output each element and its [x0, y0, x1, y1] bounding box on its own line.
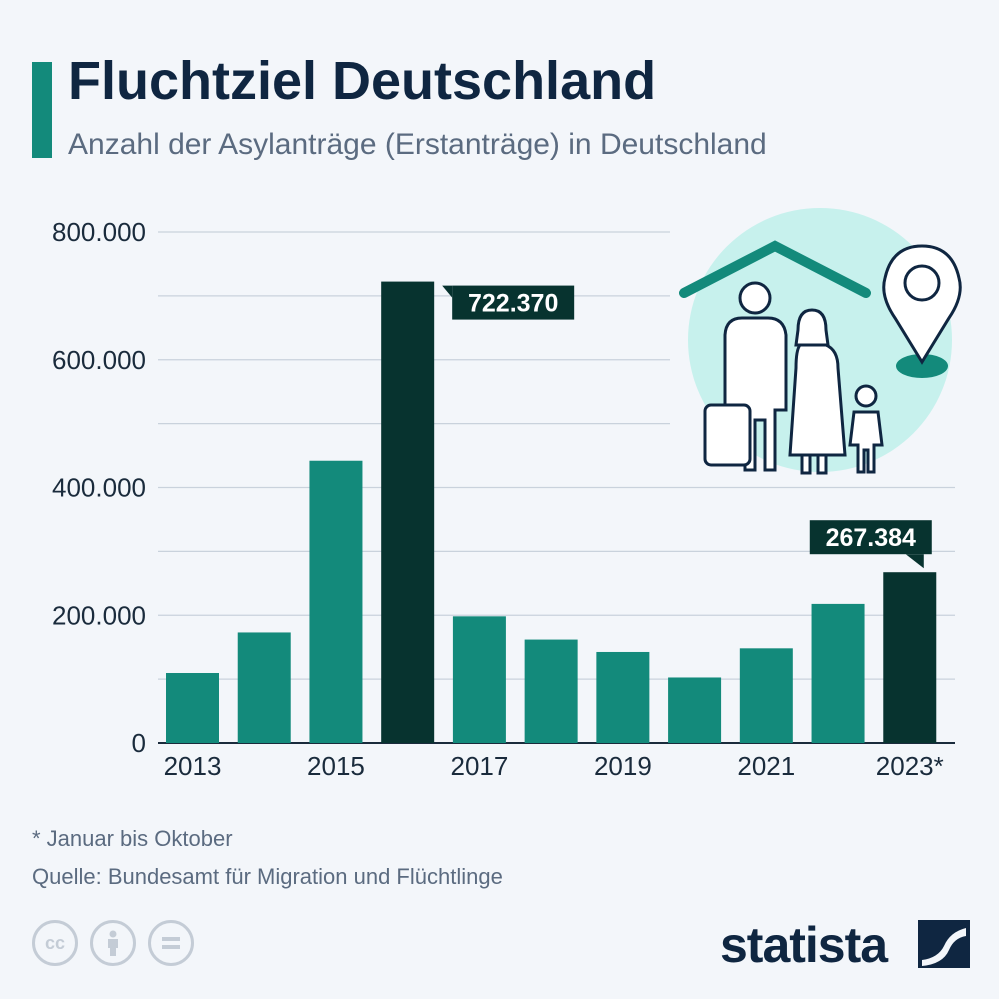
statista-logo-text[interactable]: statista: [720, 917, 888, 973]
cc-icon[interactable]: cc: [32, 920, 78, 966]
bar-2016: [381, 281, 435, 743]
bars: [166, 281, 937, 743]
data-label-text: 267.384: [826, 524, 916, 552]
footnote: * Januar bis Oktober: [32, 826, 233, 851]
y-tick-label: 400.000: [52, 473, 146, 503]
y-tick-label: 200.000: [52, 600, 146, 630]
bar-2018: [524, 639, 578, 743]
data-labels: 722.370 267.384: [442, 285, 932, 569]
y-tick-label: 0: [132, 728, 146, 758]
pin-hole: [903, 264, 941, 302]
bar-2013: [166, 673, 219, 743]
bar-2021: [739, 648, 793, 743]
x-tick-label: 2021: [737, 751, 795, 781]
noderivs-icon[interactable]: [148, 920, 194, 966]
source-note: Quelle: Bundesamt für Migration und Flüc…: [32, 864, 503, 889]
statista-logo-icon[interactable]: [918, 920, 970, 968]
child-figure-icon: [848, 384, 884, 474]
x-tick-label: 2023*: [876, 751, 944, 781]
data-label-2016: 722.370: [442, 285, 575, 320]
location-pin-icon: [882, 244, 962, 365]
x-tick-label: 2015: [307, 751, 365, 781]
data-label-2023: 267.384: [809, 520, 932, 569]
x-tick-label: 2013: [164, 751, 222, 781]
title-accent-bar: [32, 62, 52, 158]
y-tick-label: 800.000: [52, 217, 146, 247]
chart-title: Fluchtziel Deutschland: [68, 51, 657, 111]
x-axis-labels: 2013 2015 2017 2019 2021 2023*: [164, 751, 944, 781]
bar-2019: [596, 651, 650, 743]
y-tick-label: 600.000: [52, 345, 146, 375]
bar-2015: [309, 460, 363, 743]
pin-shadow: [896, 354, 948, 378]
roof-icon: [679, 240, 871, 298]
family-home-illustration: [679, 208, 962, 475]
adult-figure-icon: [703, 281, 788, 472]
chart-subtitle: Anzahl der Asylanträge (Erstanträge) in …: [68, 128, 767, 161]
license-icons: cc: [32, 920, 194, 966]
bar-2020: [668, 677, 722, 743]
data-label-text: 722.370: [468, 290, 558, 318]
bar-2017: [452, 616, 506, 743]
x-tick-label: 2019: [594, 751, 652, 781]
bar-2014: [237, 632, 291, 743]
y-axis-labels: 0 200.000 400.000 600.000 800.000: [52, 217, 146, 758]
attribution-icon[interactable]: [90, 920, 136, 966]
x-tick-label: 2017: [450, 751, 508, 781]
woman-figure-icon: [788, 308, 847, 475]
bar-2023: [883, 572, 937, 743]
bar-2022: [811, 603, 865, 743]
